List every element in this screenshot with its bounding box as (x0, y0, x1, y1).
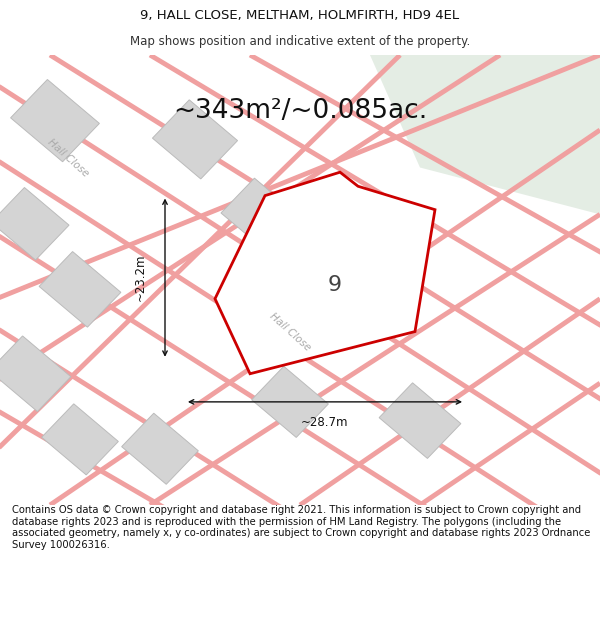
Polygon shape (0, 188, 69, 260)
Text: ~343m²/~0.085ac.: ~343m²/~0.085ac. (173, 98, 427, 124)
Polygon shape (41, 404, 118, 475)
Polygon shape (221, 178, 299, 251)
Text: 9: 9 (328, 275, 342, 294)
Text: Map shows position and indicative extent of the property.: Map shows position and indicative extent… (130, 35, 470, 48)
Polygon shape (122, 413, 199, 484)
Text: Hall Close: Hall Close (268, 311, 313, 352)
Polygon shape (39, 252, 121, 327)
Polygon shape (215, 172, 435, 374)
Polygon shape (251, 366, 328, 438)
Polygon shape (152, 100, 238, 179)
Polygon shape (370, 55, 600, 214)
Text: Hall Close: Hall Close (46, 138, 91, 179)
Text: ~28.7m: ~28.7m (301, 416, 349, 429)
Polygon shape (0, 336, 71, 411)
Text: 9, HALL CLOSE, MELTHAM, HOLMFIRTH, HD9 4EL: 9, HALL CLOSE, MELTHAM, HOLMFIRTH, HD9 4… (140, 9, 460, 22)
Polygon shape (11, 79, 100, 162)
Text: Contains OS data © Crown copyright and database right 2021. This information is : Contains OS data © Crown copyright and d… (12, 505, 590, 550)
Polygon shape (379, 383, 461, 458)
Text: ~23.2m: ~23.2m (133, 254, 146, 301)
